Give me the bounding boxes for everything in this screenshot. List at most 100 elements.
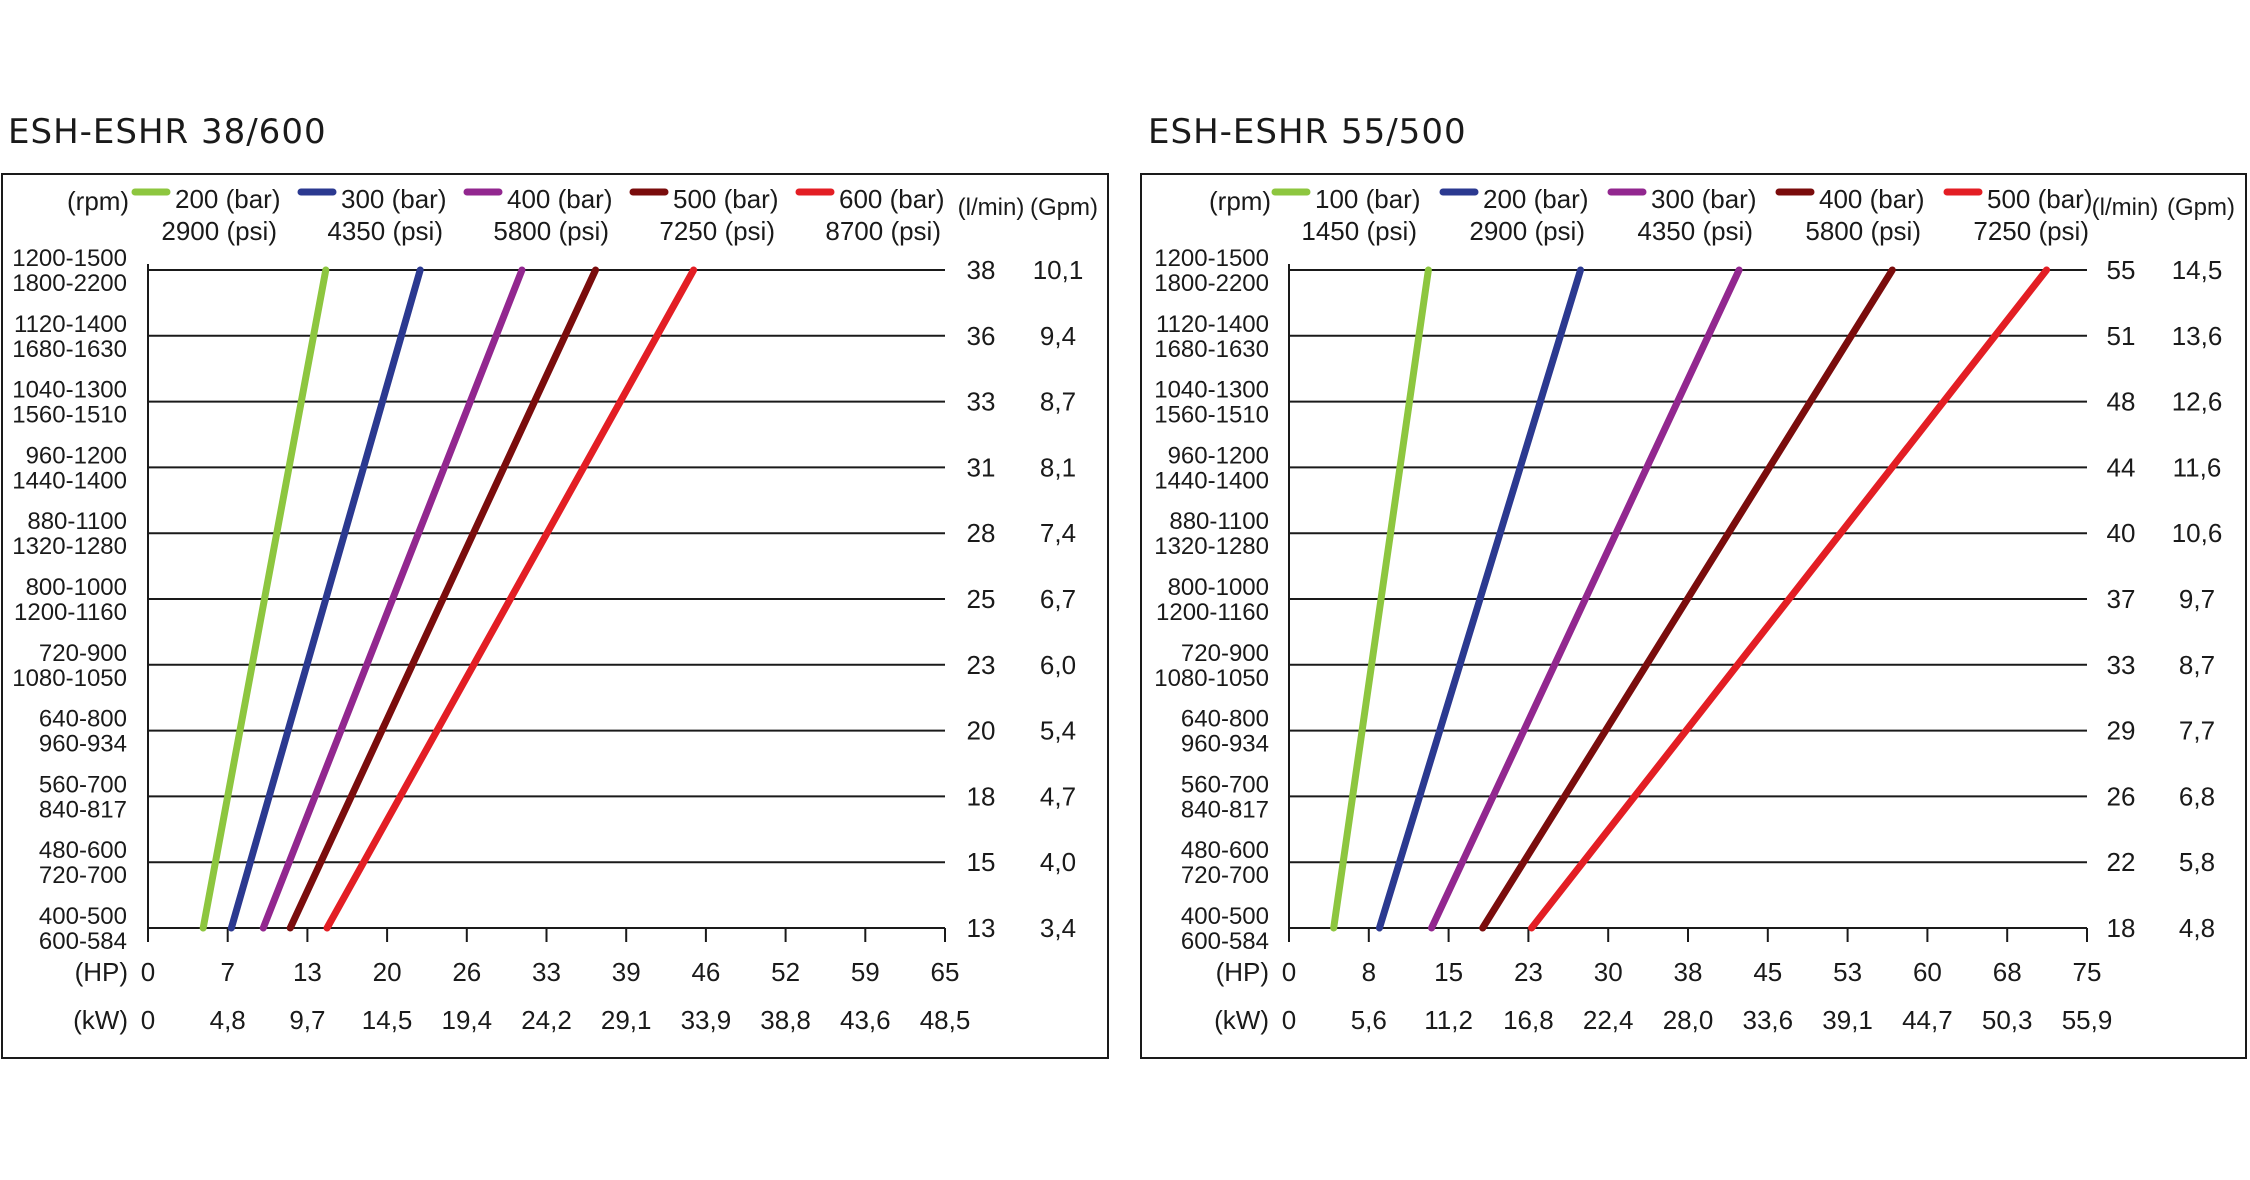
- chart1-flow-gpm-3: 8,7: [1040, 387, 1076, 417]
- chart2-legend-psi-5: 7250 (psi): [1973, 216, 2089, 246]
- chart2-flow-lmin-3: 48: [2107, 387, 2136, 417]
- chart1-rpm-label-bottom-9: 840-817: [39, 796, 127, 823]
- chart2-legend-bar-5: 500 (bar): [1987, 184, 2093, 214]
- chart1-kw-tick-label-7: 29,1: [601, 1005, 652, 1035]
- chart1-hp-axis-label: (HP): [75, 957, 128, 987]
- chart2-rpm-label-bottom-5: 1320-1280: [1154, 533, 1269, 560]
- chart2-rpm-label-top-6: 800-1000: [1168, 574, 1269, 601]
- chart2-flow-gpm-4: 11,6: [2173, 452, 2222, 482]
- chart2-flow-lmin-5: 40: [2107, 518, 2136, 548]
- chart1-rpm-label-bottom-3: 1560-1510: [12, 402, 127, 429]
- chart2-flow-gpm-8: 7,7: [2179, 716, 2215, 746]
- chart2-rpm-label-bottom-1: 1800-2200: [1154, 270, 1269, 297]
- chart1-flow-gpm-8: 5,4: [1040, 716, 1076, 746]
- chart2-rpm-label-bottom-4: 1440-1400: [1154, 467, 1269, 494]
- chart2-hp-tick-label-6: 38: [1674, 957, 1703, 987]
- chart1-rpm-label-top-2: 1120-1400: [14, 311, 127, 338]
- chart1-flow-lmin-7: 23: [967, 650, 996, 680]
- chart2-legend-bar-4: 400 (bar): [1819, 184, 1925, 214]
- chart1-flow-lmin-11: 13: [967, 913, 996, 943]
- chart2-rpm-label-top-10: 480-600: [1181, 837, 1269, 864]
- chart1-rpm-label-top-7: 720-900: [39, 640, 127, 667]
- chart2-hp-tick-label-7: 45: [1753, 957, 1782, 987]
- chart2-flow-lmin-6: 37: [2107, 584, 2136, 614]
- chart1-kw-tick-label-8: 33,9: [681, 1005, 732, 1035]
- chart2-rpm-label-top-11: 400-500: [1181, 903, 1269, 930]
- chart1-flow-lmin-3: 33: [967, 387, 996, 417]
- chart2-hp-tick-label-1: 0: [1282, 957, 1296, 987]
- chart1-kw-axis-label: (kW): [73, 1005, 128, 1035]
- chart1-rpm-header: (rpm): [67, 186, 129, 216]
- chart1-rpm-label-bottom-1: 1800-2200: [12, 270, 127, 297]
- chart2-legend-psi-3: 4350 (psi): [1637, 216, 1753, 246]
- chart2-flow-gpm-10: 5,8: [2179, 847, 2215, 877]
- chart1-kw-tick-label-11: 48,5: [920, 1005, 971, 1035]
- chart2-rpm-label-top-5: 880-1100: [1169, 508, 1269, 535]
- chart1-flow-lmin-9: 18: [967, 781, 996, 811]
- chart1-series-line-3: [259, 266, 526, 932]
- chart1-flow-gpm-11: 3,4: [1040, 913, 1076, 943]
- chart2-kw-tick-label-8: 39,1: [1822, 1005, 1873, 1035]
- chart1-hp-tick-label-11: 65: [931, 957, 960, 987]
- chart2-series-line-4: [1479, 266, 1896, 932]
- chart1-legend-bar-1: 200 (bar): [175, 184, 281, 214]
- chart2-flow-gpm-2: 13,6: [2172, 321, 2223, 351]
- chart1-series-line-5: [323, 266, 698, 932]
- chart2-hp-tick-label-4: 23: [1514, 957, 1543, 987]
- chart2-kw-tick-label-3: 11,2: [1424, 1005, 1473, 1035]
- chart1-legend-bar-2: 300 (bar): [341, 184, 447, 214]
- chart1-rpm-label-bottom-7: 1080-1050: [12, 665, 127, 692]
- chart2-legend-bar-3: 300 (bar): [1651, 184, 1757, 214]
- chart1-kw-tick-label-9: 38,8: [760, 1005, 811, 1035]
- chart1-kw-tick-label-10: 43,6: [840, 1005, 891, 1035]
- chart1-flow-gpm-7: 6,0: [1040, 650, 1076, 680]
- chart2-hp-tick-label-3: 15: [1434, 957, 1463, 987]
- chart2-kw-tick-label-5: 22,4: [1583, 1005, 1634, 1035]
- chart2-legend-bar-2: 200 (bar): [1483, 184, 1589, 214]
- chart1-legend-bar-3: 400 (bar): [507, 184, 613, 214]
- chart1-flow-gpm-2: 9,4: [1040, 321, 1076, 351]
- chart2-rpm-label-top-4: 960-1200: [1168, 442, 1269, 469]
- chart1-rpm-label-bottom-4: 1440-1400: [12, 467, 127, 494]
- chart2-flow-gpm-9: 6,8: [2179, 781, 2215, 811]
- chart2-flow-lmin-1: 55: [2107, 255, 2136, 285]
- chart2-rpm-label-bottom-8: 960-934: [1181, 731, 1269, 758]
- chart1-legend-psi-2: 4350 (psi): [327, 216, 443, 246]
- chart2-flow-gpm-5: 10,6: [2172, 518, 2223, 548]
- chart1-hp-tick-label-5: 26: [452, 957, 481, 987]
- chart1-legend-bar-5: 600 (bar): [839, 184, 945, 214]
- chart1-rpm-label-top-8: 640-800: [39, 706, 127, 733]
- chart2-flow-lmin-2: 51: [2107, 321, 2136, 351]
- chart1-series-line-1: [199, 266, 330, 932]
- chart2-rpm-label-top-2: 1120-1400: [1156, 311, 1269, 338]
- chart1-flow-header: (l/min): [958, 194, 1025, 221]
- chart2-hp-tick-label-5: 30: [1594, 957, 1623, 987]
- chart2-kw-tick-label-9: 44,7: [1902, 1005, 1953, 1035]
- chart1-hp-tick-label-2: 7: [220, 957, 234, 987]
- chart2-flow-lmin-8: 29: [2107, 716, 2136, 746]
- chart1-flow-lmin-5: 28: [967, 518, 996, 548]
- chart2-kw-tick-label-1: 0: [1282, 1005, 1296, 1035]
- chart2-flow-lmin-11: 18: [2107, 913, 2136, 943]
- chart1-series-line-4: [286, 266, 600, 932]
- chart1-gpm-header: (Gpm): [1030, 194, 1098, 221]
- chart1-rpm-label-top-1: 1200-1500: [12, 245, 127, 272]
- chart2-kw-tick-label-7: 33,6: [1742, 1005, 1793, 1035]
- chart1-kw-tick-label-1: 0: [141, 1005, 155, 1035]
- chart2-rpm-label-top-3: 1040-1300: [1154, 377, 1269, 404]
- chart2-rpm-label-top-8: 640-800: [1181, 706, 1269, 733]
- chart1-flow-lmin-4: 31: [967, 452, 996, 482]
- chart2-legend-psi-4: 5800 (psi): [1805, 216, 1921, 246]
- chart-title-left: ESH-ESHR 38/600: [8, 112, 327, 152]
- chart1-rpm-label-bottom-8: 960-934: [39, 731, 127, 758]
- chart2-rpm-label-bottom-9: 840-817: [1181, 796, 1269, 823]
- chart1-kw-tick-label-6: 24,2: [521, 1005, 572, 1035]
- chart2-flow-lmin-4: 44: [2107, 452, 2136, 482]
- chart1-rpm-label-top-3: 1040-1300: [12, 377, 127, 404]
- chart1-flow-gpm-9: 4,7: [1040, 781, 1076, 811]
- chart1-hp-tick-label-7: 39: [612, 957, 641, 987]
- chart2-flow-lmin-7: 33: [2107, 650, 2136, 680]
- chart2-hp-tick-label-11: 75: [2073, 957, 2102, 987]
- chart1-hp-tick-label-10: 59: [851, 957, 880, 987]
